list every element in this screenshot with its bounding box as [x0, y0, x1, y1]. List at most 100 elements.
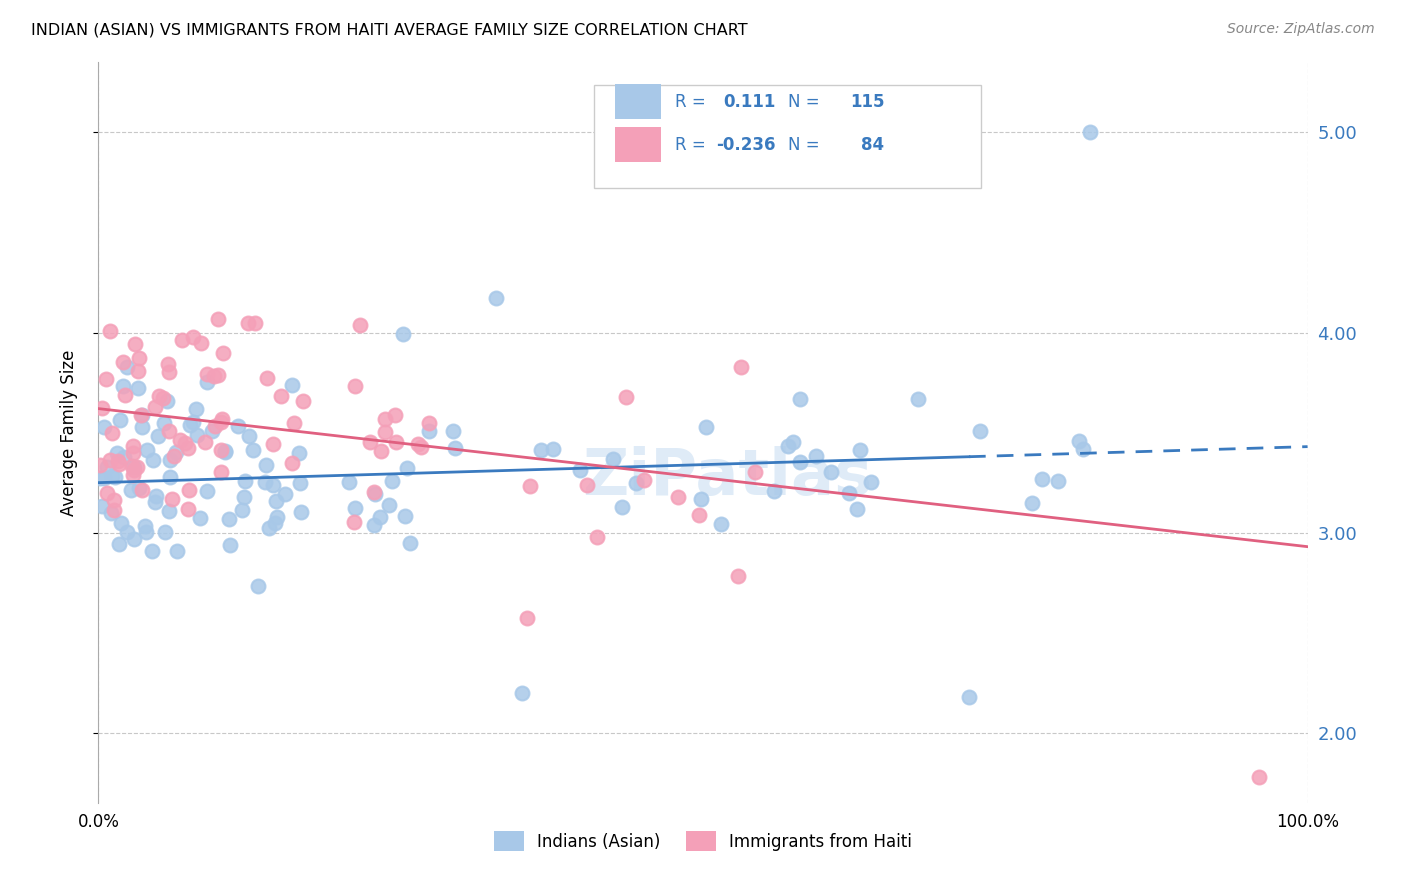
- Text: R =: R =: [675, 93, 706, 111]
- Point: [96, 459, 118, 474]
- Point: [624, 475, 647, 490]
- Point: [344, 501, 367, 516]
- Legend: Indians (Asian), Immigrants from Haiti: Indians (Asian), Immigrants from Haiti: [488, 825, 918, 857]
- Point: [188, 511, 211, 525]
- Point: [246, 579, 269, 593]
- Point: [131, 408, 153, 422]
- Point: [146, 429, 169, 443]
- Point: [176, 441, 198, 455]
- Point: [177, 501, 200, 516]
- Point: [394, 509, 416, 524]
- Point: [789, 455, 811, 469]
- Point: [193, 434, 215, 449]
- Point: [510, 686, 533, 700]
- Point: [256, 458, 278, 472]
- Point: [586, 530, 609, 544]
- Point: [281, 456, 304, 470]
- Point: [441, 424, 464, 438]
- Point: [122, 467, 145, 482]
- Point: [374, 412, 396, 426]
- Point: [207, 311, 229, 326]
- Point: [238, 316, 260, 330]
- Point: [1067, 434, 1090, 449]
- Point: [575, 478, 598, 492]
- Point: [516, 611, 538, 625]
- Point: [688, 508, 710, 522]
- Point: [262, 478, 284, 492]
- Point: [1046, 474, 1069, 488]
- Text: N =: N =: [787, 136, 820, 153]
- Point: [181, 415, 204, 429]
- Point: [378, 498, 401, 512]
- Point: [218, 512, 240, 526]
- Point: [145, 400, 167, 414]
- Point: [264, 494, 287, 508]
- Point: [157, 357, 180, 371]
- Point: [409, 440, 432, 454]
- Point: [160, 492, 183, 507]
- Point: [344, 379, 367, 393]
- Point: [124, 336, 146, 351]
- Point: [100, 468, 122, 483]
- Point: [179, 418, 201, 433]
- Point: [1021, 496, 1043, 510]
- Point: [127, 364, 149, 378]
- Point: [127, 381, 149, 395]
- Point: [337, 475, 360, 489]
- Point: [100, 426, 122, 441]
- Point: [374, 425, 396, 440]
- Point: [136, 443, 159, 458]
- Point: [695, 420, 717, 434]
- Point: [159, 453, 181, 467]
- Point: [530, 442, 553, 457]
- Point: [115, 524, 138, 539]
- Point: [121, 446, 143, 460]
- Point: [263, 516, 285, 530]
- Point: [142, 453, 165, 467]
- Point: [108, 537, 131, 551]
- Point: [242, 443, 264, 458]
- Point: [93, 420, 115, 434]
- Point: [666, 490, 689, 504]
- Point: [209, 443, 232, 458]
- Point: [957, 690, 980, 704]
- Text: 115: 115: [849, 93, 884, 111]
- Point: [165, 445, 187, 459]
- Point: [690, 491, 713, 506]
- Point: [291, 394, 314, 409]
- Point: [820, 465, 842, 479]
- FancyBboxPatch shape: [595, 85, 981, 188]
- Point: [776, 439, 799, 453]
- Point: [395, 461, 418, 475]
- Point: [179, 483, 201, 497]
- Point: [90, 401, 112, 415]
- Point: [120, 483, 142, 497]
- Point: [197, 483, 219, 498]
- Point: [156, 393, 179, 408]
- Point: [228, 419, 250, 434]
- Point: [214, 444, 236, 458]
- Point: [190, 336, 212, 351]
- Point: [110, 516, 132, 530]
- Point: [418, 424, 440, 438]
- Point: [368, 510, 391, 524]
- Point: [108, 413, 131, 427]
- Text: INDIAN (ASIAN) VS IMMIGRANTS FROM HAITI AVERAGE FAMILY SIZE CORRELATION CHART: INDIAN (ASIAN) VS IMMIGRANTS FROM HAITI …: [31, 22, 748, 37]
- Point: [201, 424, 224, 438]
- Point: [256, 370, 278, 384]
- Point: [112, 450, 135, 464]
- Point: [159, 470, 181, 484]
- Point: [107, 454, 129, 468]
- Point: [418, 416, 440, 430]
- Point: [233, 474, 256, 488]
- Point: [392, 326, 415, 341]
- Point: [111, 379, 134, 393]
- Point: [169, 434, 191, 448]
- Point: [157, 424, 180, 438]
- Point: [214, 445, 236, 459]
- Point: [131, 483, 153, 498]
- Point: [443, 441, 465, 455]
- Point: [231, 503, 253, 517]
- Point: [744, 465, 766, 479]
- Point: [96, 486, 118, 500]
